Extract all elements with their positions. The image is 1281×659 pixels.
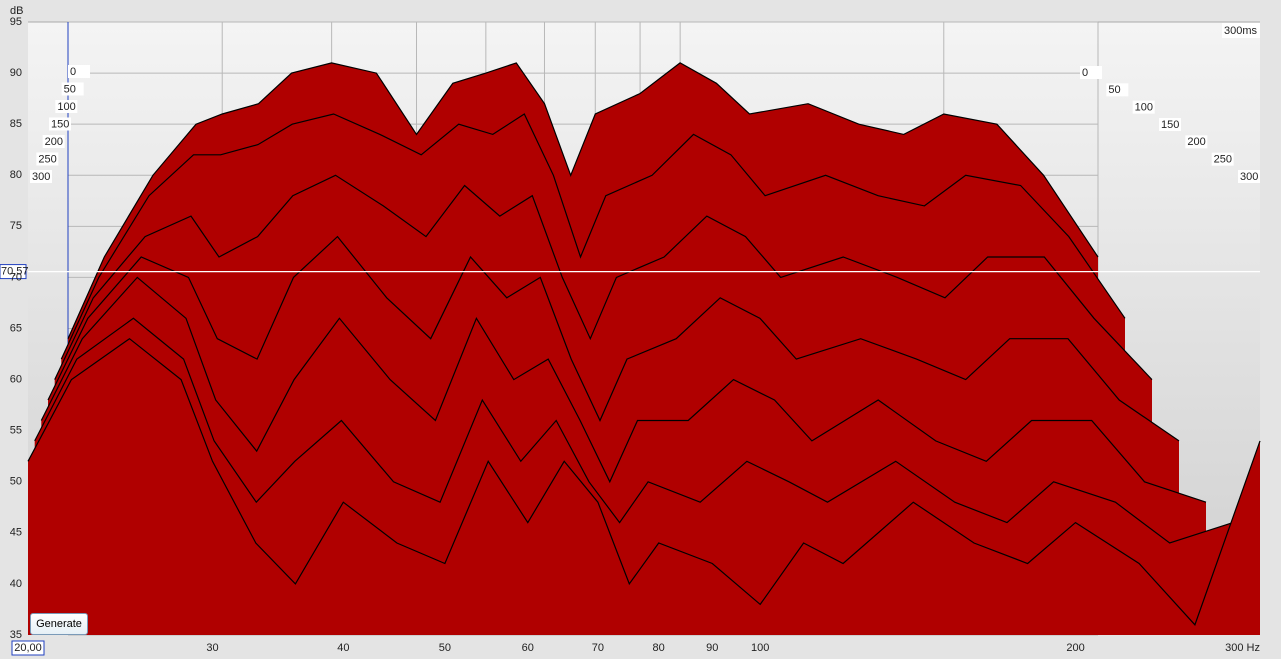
slice-line xyxy=(54,174,1153,381)
z-tick-box xyxy=(1238,170,1260,183)
cursor-label: 70,57 xyxy=(1,265,29,277)
z-tick-box xyxy=(1211,152,1234,166)
x-start-box xyxy=(11,640,45,656)
z-tick-label: 300 xyxy=(1240,171,1258,183)
x-tick-label: 60 xyxy=(522,642,534,654)
y-tick-label: 40 xyxy=(10,578,22,590)
z-tick-label: 0 xyxy=(1082,67,1088,79)
z-tick-label: 100 xyxy=(57,101,75,113)
time-end-box xyxy=(1222,23,1260,38)
slice-area xyxy=(28,338,1260,635)
slice-line xyxy=(34,317,1234,544)
x-tick-label: 50 xyxy=(439,642,451,654)
x-tick-label: 80 xyxy=(653,642,665,654)
generate-button[interactable]: Generate xyxy=(30,613,88,635)
z-tick-box xyxy=(68,65,90,78)
x-tick-label: 200 xyxy=(1066,642,1084,654)
y-tick-label: 45 xyxy=(10,527,22,539)
slice-line xyxy=(27,337,1261,626)
z-tick-label: 100 xyxy=(1135,102,1153,114)
z-tick-box xyxy=(49,117,71,131)
z-tick-label: 50 xyxy=(1108,84,1120,96)
y-tick-label: 75 xyxy=(10,220,22,232)
x-tick-label: 20,00 xyxy=(14,642,42,654)
y-tick-label: 95 xyxy=(10,16,22,28)
x-tick-label: 30 xyxy=(206,642,218,654)
y-tick-label: 60 xyxy=(10,373,22,385)
z-tick-box xyxy=(1080,66,1102,79)
z-tick-box xyxy=(1132,100,1155,114)
y-tick-label: 50 xyxy=(10,476,22,488)
y-tick-label: 35 xyxy=(10,629,22,641)
y-tick-label: 55 xyxy=(10,425,22,437)
y-tick-label: 80 xyxy=(10,169,22,181)
z-tick-box xyxy=(55,100,78,113)
z-tick-box xyxy=(61,82,84,96)
z-tick-label: 50 xyxy=(64,83,76,95)
x-tick-label: 70 xyxy=(592,642,604,654)
z-tick-box xyxy=(36,152,59,166)
z-tick-label: 200 xyxy=(45,136,63,148)
z-tick-box xyxy=(30,170,52,183)
x-tick-label: 90 xyxy=(706,642,718,654)
z-tick-label: 200 xyxy=(1187,136,1205,148)
slice-line xyxy=(67,62,1099,339)
z-tick-label: 300 xyxy=(32,171,50,183)
cursor-label-box xyxy=(0,264,27,280)
y-axis-label: dB xyxy=(10,5,23,17)
slice-line xyxy=(40,276,1207,503)
y-tick-label: 70 xyxy=(10,271,22,283)
y-tick-label: 65 xyxy=(10,322,22,334)
time-end-label: 300ms xyxy=(1224,25,1258,37)
z-tick-label: 150 xyxy=(1161,119,1179,131)
z-tick-box xyxy=(1159,118,1181,131)
y-tick-label: 90 xyxy=(10,67,22,79)
y-tick-label: 85 xyxy=(10,118,22,130)
z-tick-label: 250 xyxy=(1214,154,1232,166)
z-tick-box xyxy=(1106,83,1129,97)
z-tick-box xyxy=(1185,135,1208,149)
z-tick-label: 0 xyxy=(70,66,76,78)
x-tick-label: 300 Hz xyxy=(1225,642,1260,654)
slice-line xyxy=(47,235,1180,442)
z-tick-label: 150 xyxy=(51,118,69,130)
slice-line xyxy=(60,113,1126,360)
x-tick-label: 40 xyxy=(337,642,349,654)
z-tick-box xyxy=(42,135,65,148)
x-tick-label: 100 xyxy=(751,642,769,654)
z-tick-label: 250 xyxy=(38,153,56,165)
